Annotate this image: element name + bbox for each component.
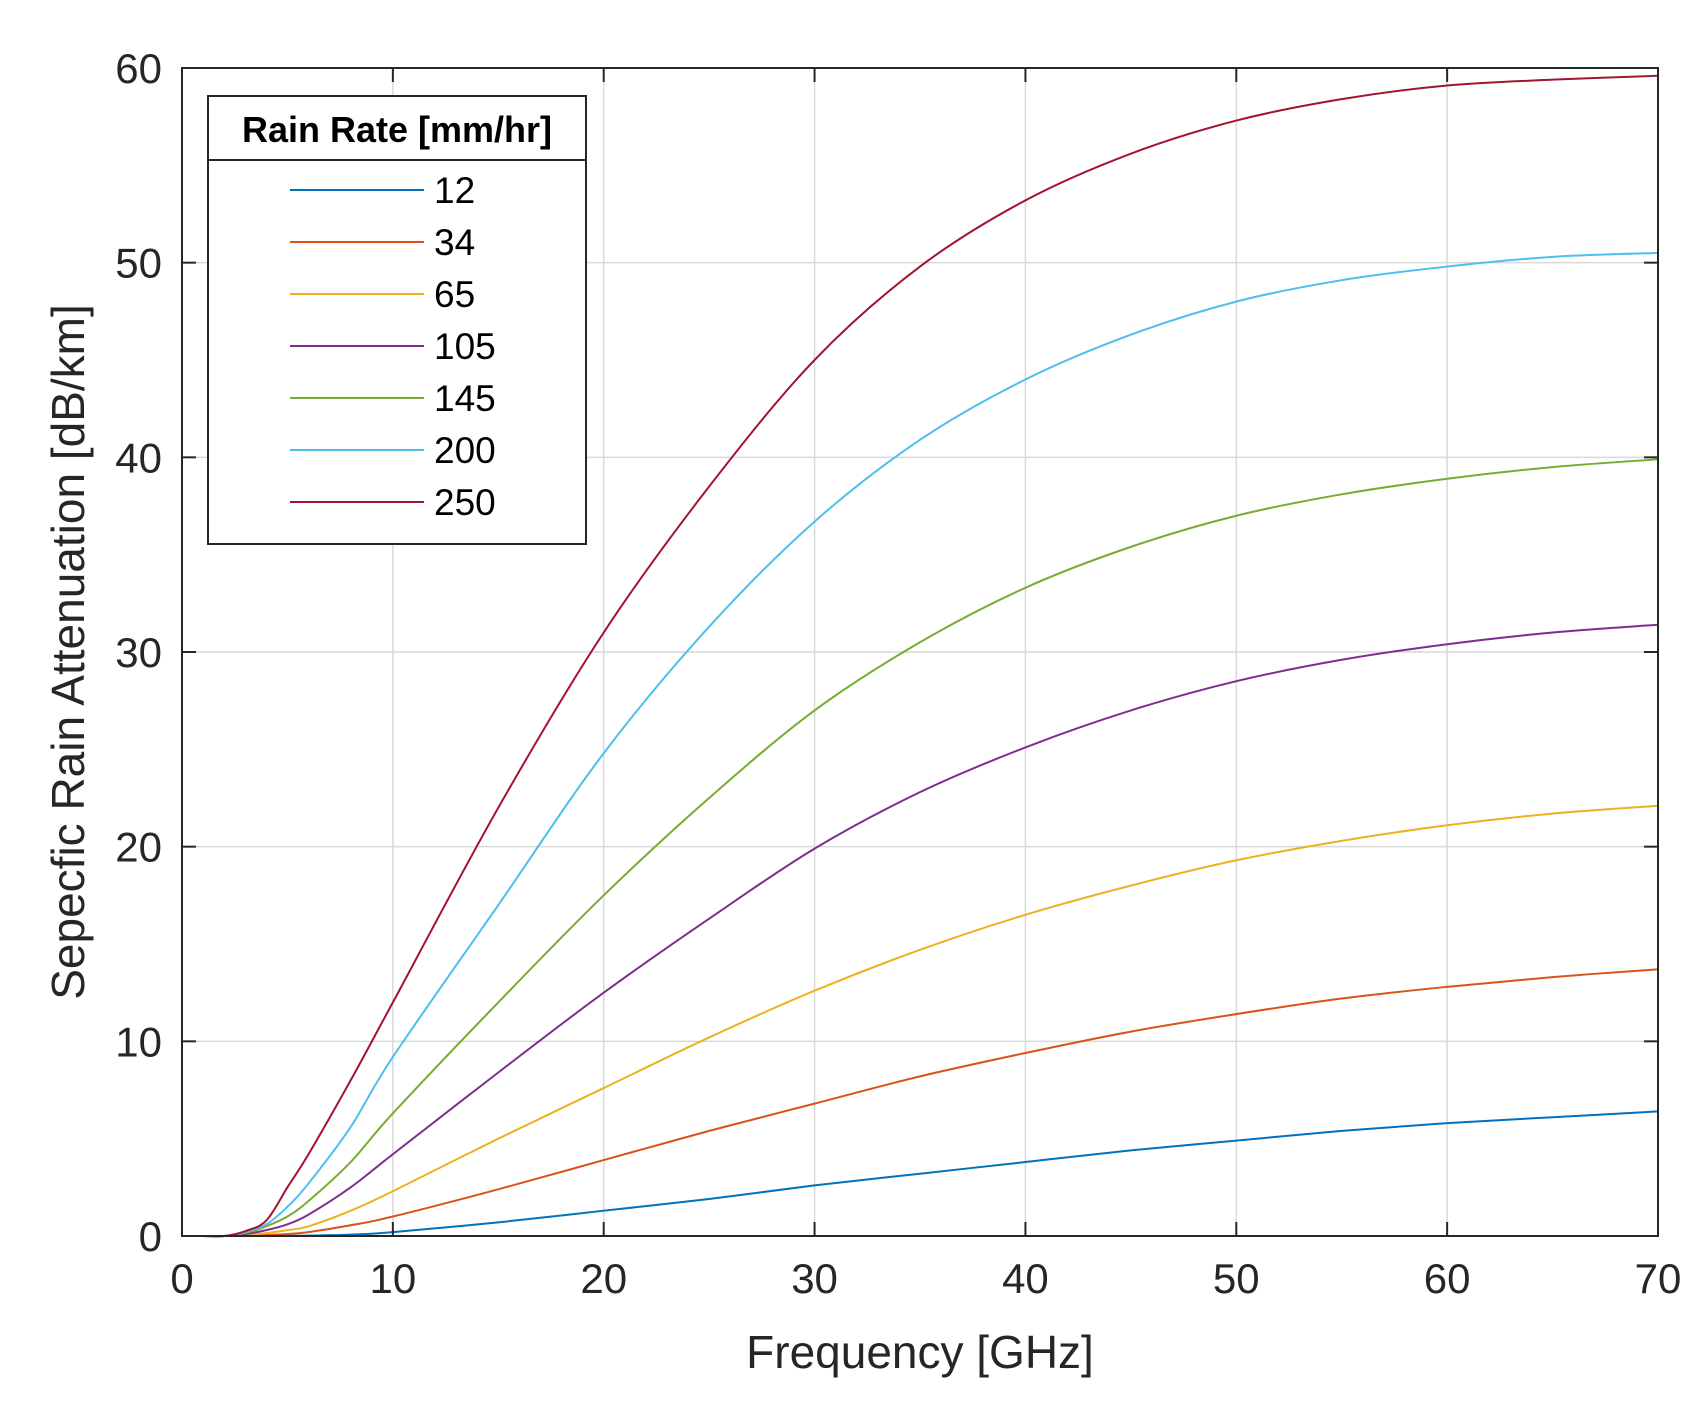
series-line-105 bbox=[203, 623, 1659, 1238]
x-axis-label: Frequency [GHz] bbox=[746, 1326, 1094, 1378]
legend-label-250: 250 bbox=[434, 482, 496, 523]
series-line-145 bbox=[203, 458, 1659, 1238]
series-line-65 bbox=[203, 804, 1659, 1238]
series-line-12 bbox=[203, 1110, 1659, 1238]
y-tick-label: 10 bbox=[115, 1018, 162, 1065]
legend-items: 12 34 65 105 145 200 250 bbox=[290, 170, 496, 523]
legend-label-12: 12 bbox=[434, 170, 475, 211]
x-tick-label: 20 bbox=[580, 1255, 627, 1302]
tick-marks bbox=[181, 67, 1659, 1237]
y-tick-labels: 0 10 20 30 40 50 60 bbox=[115, 45, 162, 1260]
legend-label-65: 65 bbox=[434, 274, 475, 315]
y-axis-label: Sepecfic Rain Attenuation [dB/km] bbox=[42, 304, 94, 1000]
y-tick-label: 40 bbox=[115, 434, 162, 481]
x-tick-labels: 0 10 20 30 40 50 60 70 bbox=[170, 1255, 1681, 1302]
y-tick-label: 20 bbox=[115, 824, 162, 871]
x-tick-label: 10 bbox=[369, 1255, 416, 1302]
x-tick-label: 30 bbox=[791, 1255, 838, 1302]
legend: Rain Rate [mm/hr] 12 34 65 105 145 200 250 bbox=[207, 95, 587, 545]
y-tick-label: 50 bbox=[115, 240, 162, 287]
y-tick-label: 30 bbox=[115, 629, 162, 676]
x-tick-label: 40 bbox=[1002, 1255, 1049, 1302]
series-line-200 bbox=[203, 251, 1659, 1238]
series-line-250 bbox=[203, 74, 1659, 1238]
legend-label-145: 145 bbox=[434, 378, 496, 419]
x-tick-label: 60 bbox=[1424, 1255, 1471, 1302]
legend-box bbox=[207, 95, 587, 545]
legend-label-105: 105 bbox=[434, 326, 496, 367]
y-tick-label: 0 bbox=[139, 1213, 162, 1260]
x-tick-label: 0 bbox=[170, 1255, 193, 1302]
series-line-34 bbox=[203, 968, 1659, 1238]
legend-label-200: 200 bbox=[434, 430, 496, 471]
x-tick-label: 70 bbox=[1635, 1255, 1682, 1302]
x-tick-label: 50 bbox=[1213, 1255, 1260, 1302]
legend-label-34: 34 bbox=[434, 222, 475, 263]
legend-title: Rain Rate [mm/hr] bbox=[242, 109, 552, 150]
y-tick-label: 60 bbox=[115, 45, 162, 92]
